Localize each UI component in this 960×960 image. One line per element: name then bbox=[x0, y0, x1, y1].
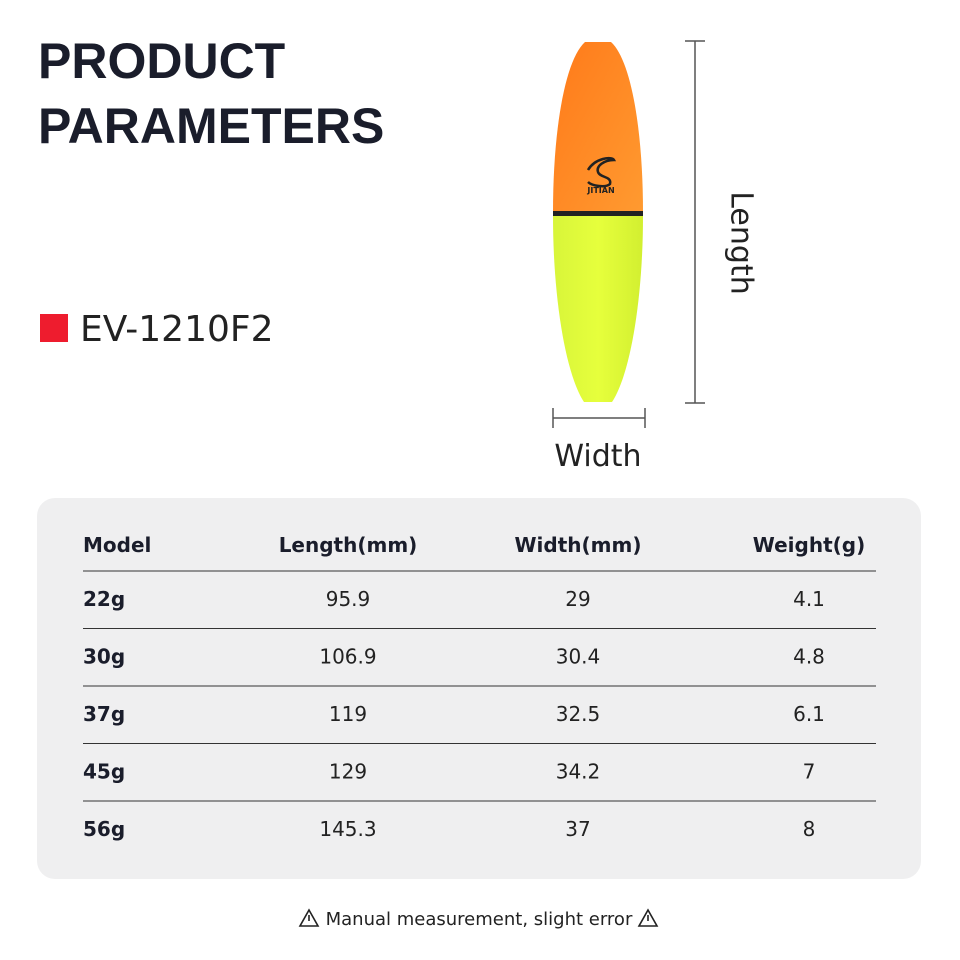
model-cell: 45g bbox=[83, 760, 125, 784]
table-cell: 119 bbox=[329, 702, 367, 726]
table-cell: 32.5 bbox=[556, 702, 601, 726]
model-name: EV-1210F2 bbox=[80, 309, 273, 350]
float-bottom bbox=[553, 216, 643, 402]
column-header: Model bbox=[83, 533, 151, 557]
table-cell: 6.1 bbox=[793, 702, 825, 726]
column-header: Width(mm) bbox=[515, 533, 642, 557]
table-cell: 4.8 bbox=[793, 645, 825, 669]
table-panel bbox=[37, 498, 921, 879]
table-cell: 37 bbox=[565, 817, 590, 841]
warning-icons bbox=[298, 908, 659, 927]
float-band bbox=[553, 211, 643, 216]
table-cell: 4.1 bbox=[793, 587, 825, 611]
table-cell: 29 bbox=[565, 587, 590, 611]
model-cell: 37g bbox=[83, 702, 125, 726]
table-cell: 34.2 bbox=[556, 760, 601, 784]
float-top bbox=[553, 42, 643, 212]
footer-note: Manual measurement, slight error bbox=[326, 909, 633, 930]
table-cell: 106.9 bbox=[319, 645, 376, 669]
table-cell: 30.4 bbox=[556, 645, 601, 669]
model-cell: 22g bbox=[83, 587, 125, 611]
length-dimension bbox=[552, 40, 705, 428]
model-marker bbox=[40, 314, 68, 342]
model-cell: 30g bbox=[83, 645, 125, 669]
table-cell: 8 bbox=[803, 817, 816, 841]
table-cell: 7 bbox=[803, 760, 816, 784]
column-header: Length(mm) bbox=[279, 533, 418, 557]
title-line: PARAMETERS bbox=[38, 98, 384, 154]
length-label: Length bbox=[724, 191, 759, 294]
width-label: Width bbox=[554, 439, 641, 474]
model-cell: 56g bbox=[83, 817, 125, 841]
column-header: Weight(g) bbox=[753, 533, 865, 557]
table: Model Length(mm) Width(mm) Weight(g) 22g 95.9… bbox=[83, 533, 876, 841]
logo bbox=[586, 156, 617, 188]
table-cell: 145.3 bbox=[319, 817, 376, 841]
logo-text: JITIAN bbox=[586, 186, 614, 195]
table-cell: 129 bbox=[329, 760, 367, 784]
title-line: PRODUCT bbox=[38, 33, 285, 89]
table-cell: 95.9 bbox=[326, 587, 371, 611]
